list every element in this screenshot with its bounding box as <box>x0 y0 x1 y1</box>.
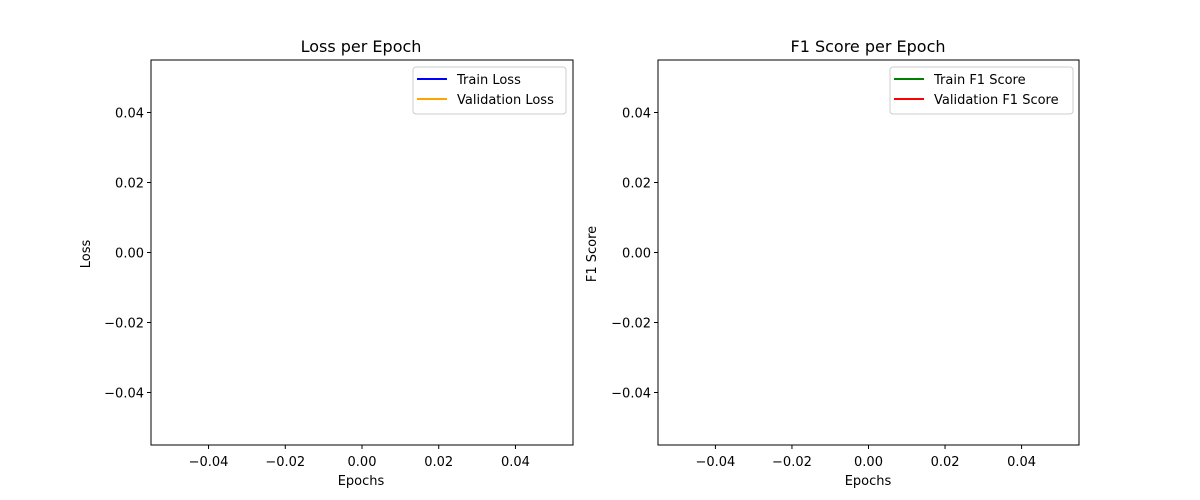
loss-x-tick-label: 0.02 <box>424 455 453 470</box>
f1-y-tick-label: 0.04 <box>622 107 651 122</box>
f1-legend: Train F1 Score Validation F1 Score <box>889 66 1074 115</box>
f1-ticks: −0.04 −0.02 0.00 0.02 0.04 0.04 0.02 0.00 −0.02 −… <box>611 107 1036 471</box>
f1-subplot: F1 Score per Epoch Epochs F1 Score −0.04… <box>585 37 1080 489</box>
loss-subplot: Loss per Epoch Epochs Loss −0.04 −0.02 0.0… <box>79 37 574 489</box>
f1-legend-label-validation: Validation F1 Score <box>934 93 1059 108</box>
loss-y-tick-label: −0.02 <box>104 317 144 332</box>
f1-legend-box <box>889 66 1074 115</box>
f1-plot-frame <box>657 59 1080 446</box>
loss-legend-label-train: Train Loss <box>456 73 521 88</box>
f1-y-tick-label: 0.02 <box>622 177 651 192</box>
loss-legend-box <box>412 66 567 115</box>
f1-x-tick-label: 0.02 <box>931 455 960 470</box>
f1-y-tick-label: −0.04 <box>611 387 651 402</box>
loss-y-tick-label: 0.02 <box>115 177 144 192</box>
loss-ticks: −0.04 −0.02 0.00 0.02 0.04 0.04 0.02 0.00 −0.02 −… <box>104 107 530 471</box>
loss-x-tick-label: −0.04 <box>189 455 229 470</box>
f1-x-axis-label: Epochs <box>845 474 892 489</box>
f1-x-tick-label: 0.00 <box>854 455 883 470</box>
loss-plot-frame <box>150 59 574 446</box>
loss-y-tick-label: 0.00 <box>115 247 144 262</box>
f1-y-tick-label: 0.00 <box>622 247 651 262</box>
loss-x-tick-label: 0.04 <box>501 455 530 470</box>
f1-chart-title: F1 Score per Epoch <box>790 37 945 56</box>
f1-x-tick-label: −0.04 <box>695 455 735 470</box>
f1-y-axis-label: F1 Score <box>585 226 600 282</box>
loss-x-axis-label: Epochs <box>338 474 385 489</box>
loss-x-tick-label: −0.02 <box>265 455 305 470</box>
f1-x-tick-label: −0.02 <box>772 455 812 470</box>
loss-x-tick-label: 0.00 <box>348 455 377 470</box>
loss-legend: Train Loss Validation Loss <box>412 66 567 115</box>
f1-y-tick-label: −0.02 <box>611 317 651 332</box>
loss-y-tick-label: −0.04 <box>104 387 144 402</box>
loss-legend-label-validation: Validation Loss <box>457 93 554 108</box>
f1-x-tick-label: 0.04 <box>1007 455 1036 470</box>
loss-y-tick-label: 0.04 <box>115 107 144 122</box>
loss-y-axis-label: Loss <box>79 240 94 269</box>
loss-chart-title: Loss per Epoch <box>301 37 422 56</box>
f1-legend-label-train: Train F1 Score <box>933 73 1026 88</box>
